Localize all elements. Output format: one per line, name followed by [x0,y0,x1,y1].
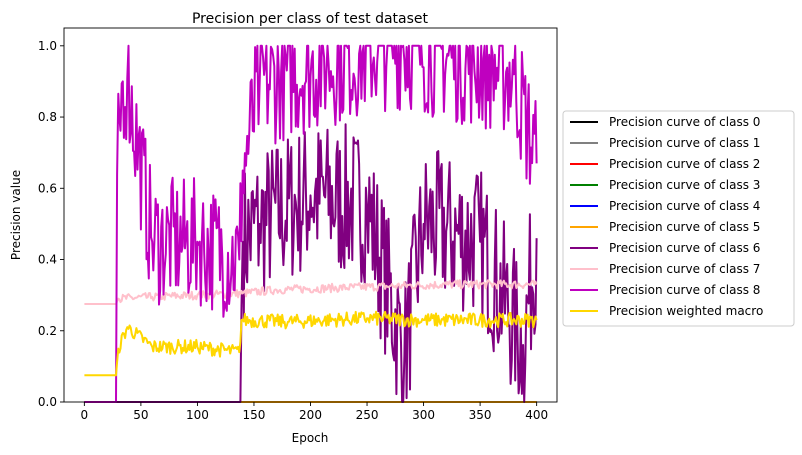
y-tick-label: 0.8 [38,110,57,124]
x-tick-label: 200 [299,408,322,422]
x-tick-label: 50 [133,408,148,422]
legend-label: Precision curve of class 4 [609,199,760,213]
chart-title: Precision per class of test dataset [192,11,429,27]
series-line-8 [84,44,538,403]
x-tick-label: 400 [525,408,548,422]
x-tick-label: 250 [356,408,379,422]
y-tick-label: 0.0 [38,395,57,409]
legend-label: Precision curve of class 2 [609,157,760,171]
legend: Precision curve of class 0 Precision curv… [562,110,795,327]
x-tick-label: 300 [412,408,435,422]
series-line-9 [84,310,538,377]
x-axis-label: Epoch [292,431,329,445]
legend-label: Precision weighted macro [609,304,763,318]
x-tick-label: 350 [469,408,492,422]
y-tick-label: 0.6 [38,181,57,195]
legend-label: Precision curve of class 7 [609,262,760,276]
legend-label: Precision curve of class 6 [609,241,760,255]
legend-label: Precision curve of class 1 [609,136,760,150]
legend-label: Precision curve of class 5 [609,220,760,234]
y-tick-label: 1.0 [38,39,57,53]
x-tick-label: 150 [243,408,266,422]
y-axis-label: Precision value [9,170,23,260]
legend-box [562,110,795,327]
y-axis-ticks: 0.0 0.2 0.4 0.6 0.8 1.0 [38,39,64,409]
legend-label: Precision curve of class 8 [609,283,760,297]
y-tick-label: 0.4 [38,253,57,267]
legend-label: Precision curve of class 3 [609,178,760,192]
legend-label: Precision curve of class 0 [609,115,760,129]
x-tick-label: 100 [186,408,209,422]
y-tick-label: 0.2 [38,324,57,338]
x-axis-ticks: 0 50 100 150 200 250 300 350 400 [81,402,548,422]
x-tick-label: 0 [81,408,89,422]
